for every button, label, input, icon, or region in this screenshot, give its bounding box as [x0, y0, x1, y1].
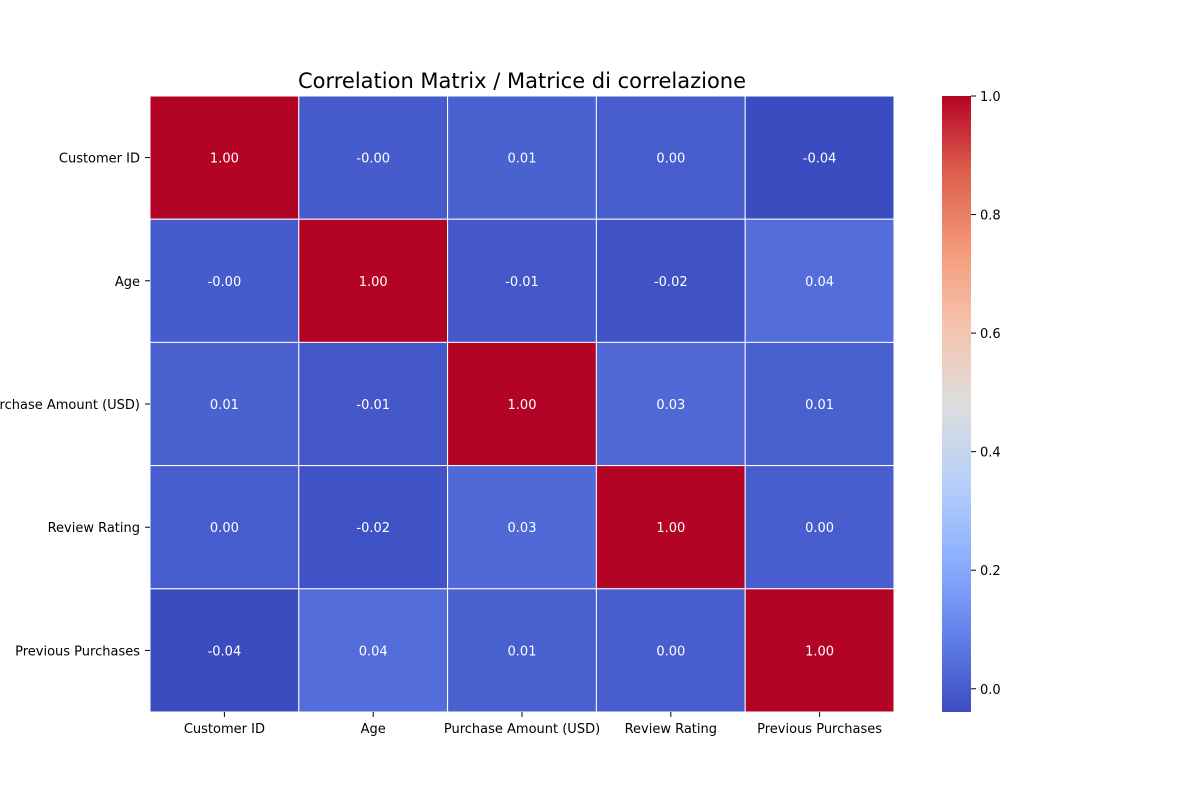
- heatmap-cell: [447, 95, 597, 220]
- heatmap-cell: [447, 588, 597, 713]
- y-axis-ticks: Customer ID Age Purchase Amount (USD) Revie…: [0, 152, 150, 659]
- cell-value-label: 0.00: [656, 152, 685, 167]
- cell-value-label: 1.00: [359, 275, 388, 290]
- heatmap-cell: [595, 465, 746, 590]
- cell-value-label: 1.00: [805, 644, 834, 659]
- colorbar-tick-label: 0.4: [980, 446, 1001, 461]
- y-tick-label: Customer ID: [59, 152, 140, 167]
- cell-value-label: 0.03: [508, 521, 537, 536]
- colorbar-tick-label: 1.0: [980, 90, 1001, 105]
- colorbar-ticks: 0.0 0.2 0.4 0.6 0.8 1.0: [971, 90, 1001, 698]
- heatmap-cell: [744, 341, 895, 467]
- heatmap-cell: [298, 588, 449, 713]
- heatmap-cell: [447, 341, 597, 467]
- heatmap-cell: [149, 95, 300, 220]
- colorbar-tick-label: 0.0: [980, 683, 1001, 698]
- cell-value-label: -0.04: [208, 644, 242, 659]
- cell-value-label: 1.00: [508, 398, 537, 413]
- heatmap-cell: [298, 341, 449, 467]
- heatmap-cell: [149, 588, 300, 713]
- x-tick-label: Age: [361, 722, 386, 737]
- cell-value-label: 0.00: [805, 521, 834, 536]
- colorbar-tick-label: 0.2: [980, 564, 1001, 579]
- chart-title: Correlation Matrix / Matrice di correlaz…: [298, 69, 746, 93]
- colorbar-tick-label: 0.6: [980, 327, 1001, 342]
- heatmap-cell: [744, 95, 895, 220]
- cell-value-label: -0.02: [356, 521, 390, 536]
- cell-value-label: -0.02: [654, 275, 688, 290]
- colorbar: [942, 96, 971, 712]
- cell-value-label: 0.00: [210, 521, 239, 536]
- cell-value-label: -0.01: [505, 275, 539, 290]
- cell-value-label: 0.01: [210, 398, 239, 413]
- heatmap-cell: [447, 465, 597, 590]
- heatmap-cell: [744, 588, 895, 713]
- cell-value-label: 0.01: [508, 644, 537, 659]
- heatmap-cell: [298, 465, 449, 590]
- cell-value-label: 0.04: [805, 275, 834, 290]
- x-tick-label: Review Rating: [625, 722, 717, 737]
- heatmap-cell: [595, 95, 746, 220]
- x-tick-label: Purchase Amount (USD): [444, 722, 600, 737]
- heatmap-cell: [447, 218, 597, 343]
- cell-value-label: 1.00: [210, 152, 239, 167]
- cell-value-label: 0.03: [656, 398, 685, 413]
- heatmap-cell: [744, 465, 895, 590]
- cell-value-label: 0.01: [508, 152, 537, 167]
- y-tick-label: Age: [115, 275, 140, 290]
- heatmap-cells: 1.00 -0.00 0.01 0.00 -0.04 -0.00 1.00 -0.01 -0.0…: [149, 95, 895, 713]
- cell-value-label: 0.04: [359, 644, 388, 659]
- heatmap-cell: [298, 95, 449, 220]
- heatmap-cell: [149, 218, 300, 343]
- cell-value-label: 0.00: [656, 644, 685, 659]
- x-axis-ticks: Customer ID Age Purchase Amount (USD) Revie…: [184, 712, 882, 737]
- cell-value-label: -0.00: [356, 152, 390, 167]
- y-tick-label: Previous Purchases: [15, 644, 140, 659]
- cell-value-label: 0.01: [805, 398, 834, 413]
- heatmap-cell: [744, 218, 895, 343]
- x-tick-label: Customer ID: [184, 722, 265, 737]
- x-tick-label: Previous Purchases: [757, 722, 882, 737]
- y-tick-label: Purchase Amount (USD): [0, 398, 140, 413]
- cell-value-label: -0.01: [356, 398, 390, 413]
- cell-value-label: 1.00: [656, 521, 685, 536]
- colorbar-tick-label: 0.8: [980, 209, 1001, 224]
- cell-value-label: -0.00: [208, 275, 242, 290]
- y-tick-label: Review Rating: [48, 521, 140, 536]
- heatmap-cell: [595, 341, 746, 467]
- cell-value-label: -0.04: [803, 152, 837, 167]
